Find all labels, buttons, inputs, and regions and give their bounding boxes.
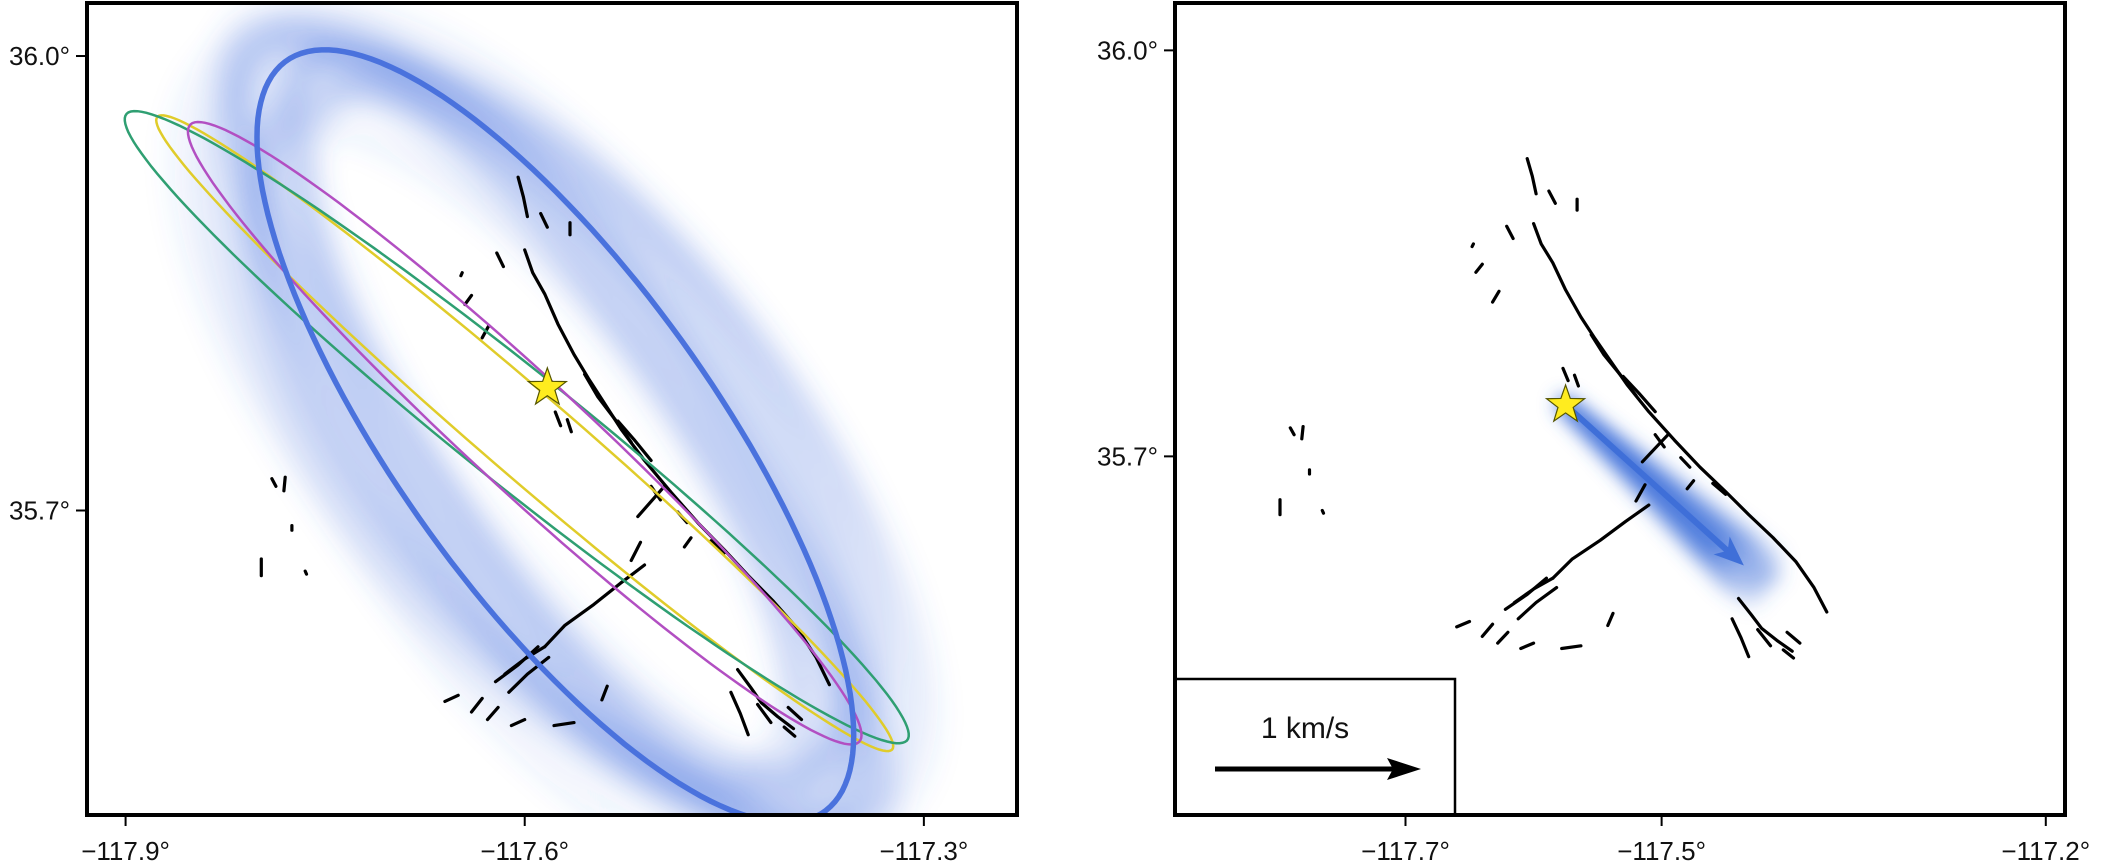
fault-trace <box>1532 222 1829 614</box>
panel-right-velocity-map: 1 km/s −117.7° −117.5° −117.2° 36.0° 35.… <box>1097 1 2090 865</box>
fault-trace <box>786 705 804 722</box>
arrow-right-icon <box>1387 758 1421 780</box>
fault-trace <box>682 536 693 549</box>
fault-trace <box>782 725 797 738</box>
fault-trace <box>553 410 563 428</box>
scale-bar-box: 1 km/s <box>1175 677 1457 815</box>
fault-trace <box>1503 576 1548 611</box>
fault-traces <box>1278 157 1829 660</box>
rupture-ellipses <box>123 47 910 815</box>
fault-trace <box>1572 373 1580 388</box>
fault-trace <box>1711 481 1728 496</box>
panel-right-frame <box>1173 1 2067 817</box>
panel-left-x-tick-label: −117.6° <box>480 836 569 865</box>
fault-trace <box>463 293 474 307</box>
fault-trace <box>509 718 527 728</box>
fault-trace <box>1474 262 1484 274</box>
fault-trace <box>1505 224 1515 241</box>
fault-trace <box>443 693 460 703</box>
fault-trace <box>1547 189 1557 205</box>
fault-trace <box>1496 630 1510 645</box>
fault-trace <box>282 475 287 493</box>
ensemble-ellipse <box>289 79 801 770</box>
fault-trace <box>1679 456 1692 469</box>
fault-trace <box>539 212 549 229</box>
panel-left-x-tick-label: −117.9° <box>81 836 170 865</box>
fault-trace <box>507 655 551 694</box>
fault-trace <box>1525 157 1538 196</box>
panel-left-y-tick-label: 35.7° <box>9 496 70 526</box>
fault-trace <box>543 563 647 649</box>
fault-trace <box>1606 611 1615 628</box>
fault-trace <box>1516 586 1559 621</box>
ellipse-ensemble-cloud <box>171 5 937 815</box>
fault-trace <box>1455 619 1472 629</box>
panel-left-frame <box>85 1 1019 817</box>
fault-trace <box>600 684 609 702</box>
fault-trace <box>756 702 773 725</box>
panel-right-x-tick-label: −117.7° <box>1361 836 1450 865</box>
fault-trace <box>469 696 484 714</box>
panel-right-y-tick-label: 36.0° <box>1097 35 1158 65</box>
fault-trace <box>1685 479 1696 491</box>
panel-left-y-tick-label: 36.0° <box>9 41 70 71</box>
fault-trace <box>1756 628 1773 648</box>
fault-trace <box>270 477 278 488</box>
fault-trace <box>636 484 666 519</box>
panel-right-x-tick-label: −117.5° <box>1617 836 1706 865</box>
fault-trace <box>1640 433 1670 464</box>
fault-trace <box>459 271 464 278</box>
fault-trace <box>1736 596 1794 653</box>
fault-trace <box>1288 426 1296 437</box>
fault-trace <box>1560 644 1583 651</box>
fault-trace <box>1320 508 1326 515</box>
fault-trace <box>1551 503 1651 580</box>
fault-trace <box>1621 374 1657 414</box>
panel-right-x-tick-label: −117.2° <box>2001 836 2090 865</box>
fault-trace <box>1730 617 1751 659</box>
fault-trace <box>1491 289 1501 304</box>
fault-trace <box>616 419 653 463</box>
fault-trace <box>1300 425 1305 441</box>
fault-trace <box>1561 366 1570 383</box>
fault-trace <box>1653 433 1666 449</box>
rupture-ellipse-magenta <box>186 120 863 746</box>
fault-trace <box>552 721 576 728</box>
rupture-velocity-arrow <box>1562 401 1734 557</box>
rupture-velocity-arrowhead-icon <box>1713 536 1744 566</box>
ensemble-ellipse <box>237 48 894 815</box>
ensemble-velocity-sample <box>1556 395 1768 555</box>
panel-left-x-tick-label: −117.3° <box>880 836 969 865</box>
fault-trace <box>736 668 796 731</box>
fault-trace <box>495 251 505 269</box>
fault-trace <box>485 705 500 722</box>
epicenter-star-icon <box>527 367 567 405</box>
rupture-ellipse-mean <box>254 47 857 815</box>
fault-trace <box>1480 622 1495 638</box>
fault-trace <box>729 690 750 737</box>
ensemble-ellipse <box>288 29 842 815</box>
fault-trace <box>1519 641 1536 651</box>
fault-trace <box>629 540 643 563</box>
scale-bar-label: 1 km/s <box>1261 712 1349 745</box>
fault-trace <box>1781 648 1796 660</box>
fault-trace <box>709 539 726 555</box>
panel-left-ellipse-map: −117.9° −117.6° −117.3° 36.0° 35.7° <box>9 1 1019 865</box>
fault-trace <box>1634 483 1647 503</box>
fault-trace <box>565 418 573 434</box>
fault-trace <box>1785 630 1802 645</box>
fault-trace <box>583 372 633 444</box>
panel-right-y-tick-label: 35.7° <box>1097 441 1158 471</box>
fault-trace <box>1470 242 1475 249</box>
fault-trace <box>516 175 529 219</box>
fault-trace <box>1589 333 1638 398</box>
fault-trace <box>303 569 309 576</box>
rupture-ellipse-green <box>123 109 910 745</box>
